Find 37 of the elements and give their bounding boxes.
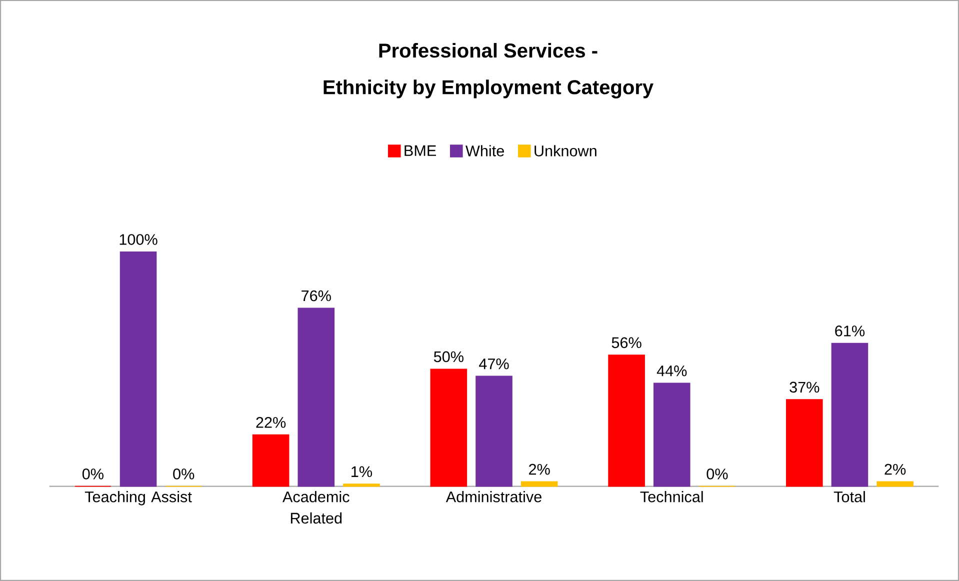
x-tick-label: Academic Related (282, 491, 350, 524)
bar (476, 376, 512, 487)
legend-label: BME (404, 145, 436, 156)
bar (430, 368, 468, 487)
x-tick-label: Teaching Assist (84, 491, 192, 506)
bar (831, 342, 868, 487)
data-label: 0% (82, 468, 104, 480)
data-label: 2% (529, 464, 550, 475)
data-label: 100% (120, 234, 158, 245)
legend-label: White (466, 145, 504, 156)
bar (653, 382, 690, 487)
bar (298, 308, 335, 487)
data-label: 61% (835, 326, 865, 336)
data-label: 22% (256, 417, 286, 428)
data-label: 37% (790, 382, 820, 393)
x-tick-label: Administrative (446, 491, 542, 502)
data-label: 0% (706, 468, 728, 480)
data-label: 2% (884, 464, 906, 475)
legend-label: Unknown (534, 145, 596, 156)
data-label: 0% (173, 468, 194, 480)
data-label: 47% (479, 358, 509, 370)
chart-subtitle: Ethnicity by Employment Category (324, 80, 654, 98)
data-label: 56% (612, 337, 642, 348)
bar (608, 354, 645, 487)
bar (520, 481, 558, 487)
data-label: 44% (656, 366, 687, 376)
chart-title: Professional Services - (379, 42, 598, 58)
x-tick-label: Technical (640, 491, 703, 502)
x-tick-label: Total (834, 491, 865, 502)
data-label: 50% (434, 351, 464, 362)
bar (120, 251, 157, 487)
data-label: 76% (302, 290, 331, 302)
data-label: 1% (352, 466, 372, 478)
bar (876, 481, 914, 487)
bar (252, 434, 290, 487)
bar (343, 484, 380, 487)
bar (786, 399, 823, 487)
